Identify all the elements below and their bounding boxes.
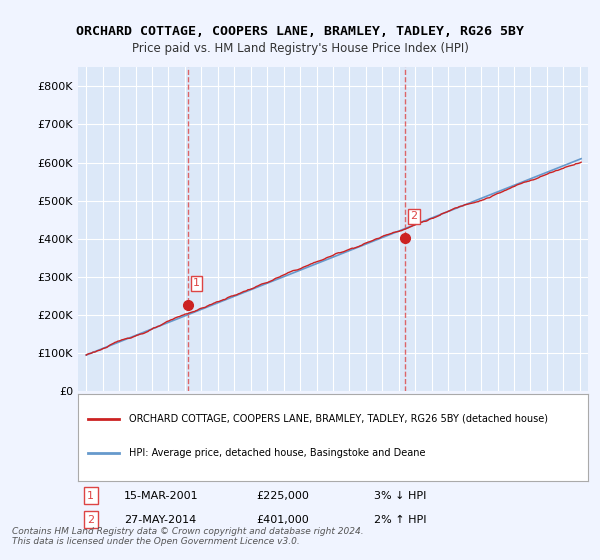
- Text: 2% ↑ HPI: 2% ↑ HPI: [374, 515, 426, 525]
- Text: 27-MAY-2014: 27-MAY-2014: [124, 515, 196, 525]
- Text: Contains HM Land Registry data © Crown copyright and database right 2024.
This d: Contains HM Land Registry data © Crown c…: [12, 526, 364, 546]
- Text: £401,000: £401,000: [257, 515, 309, 525]
- Text: HPI: Average price, detached house, Basingstoke and Deane: HPI: Average price, detached house, Basi…: [129, 448, 425, 458]
- Text: 3% ↓ HPI: 3% ↓ HPI: [374, 491, 426, 501]
- Text: £225,000: £225,000: [257, 491, 310, 501]
- Text: ORCHARD COTTAGE, COOPERS LANE, BRAMLEY, TADLEY, RG26 5BY: ORCHARD COTTAGE, COOPERS LANE, BRAMLEY, …: [76, 25, 524, 38]
- Text: 2: 2: [410, 211, 418, 221]
- Text: ORCHARD COTTAGE, COOPERS LANE, BRAMLEY, TADLEY, RG26 5BY (detached house): ORCHARD COTTAGE, COOPERS LANE, BRAMLEY, …: [129, 414, 548, 423]
- Text: 1: 1: [193, 278, 200, 288]
- Text: 2: 2: [87, 515, 94, 525]
- Text: 1: 1: [87, 491, 94, 501]
- Text: 15-MAR-2001: 15-MAR-2001: [124, 491, 199, 501]
- Text: Price paid vs. HM Land Registry's House Price Index (HPI): Price paid vs. HM Land Registry's House …: [131, 42, 469, 55]
